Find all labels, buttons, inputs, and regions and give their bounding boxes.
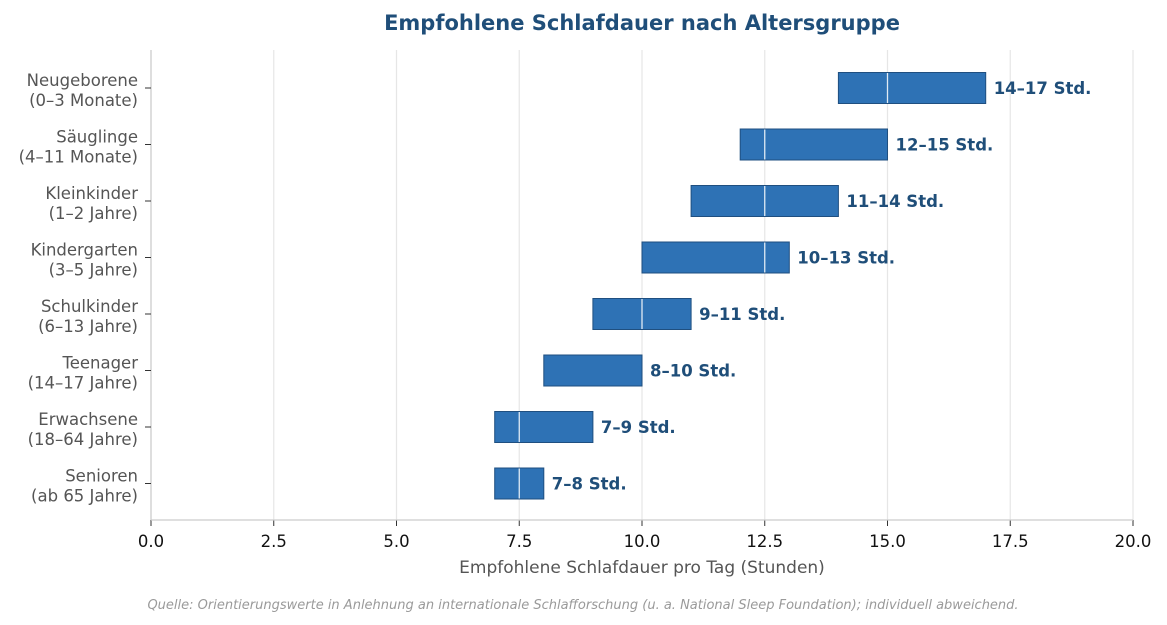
y-tick-label: Neugeborene (0–3 Monate)	[27, 71, 138, 110]
x-tick-label: 5.0	[383, 532, 409, 551]
category-name: Teenager	[61, 354, 138, 373]
data-label: 9–11 Std.	[699, 305, 785, 324]
category-age-range: (6–13 Jahre)	[38, 317, 138, 336]
data-labels: 14–17 Std. 12–15 Std. 11–14 Std. 10–13 Std.…	[552, 79, 1092, 494]
x-tick-label: 2.5	[261, 532, 287, 551]
range-bar	[543, 354, 643, 387]
grid-overlay	[518, 73, 889, 499]
x-tick-label: 7.5	[506, 532, 532, 551]
y-tick-label: Kindergarten (3–5 Jahre)	[31, 241, 138, 280]
category-age-range: (18–64 Jahre)	[28, 430, 138, 449]
x-tick-label: 0.0	[138, 532, 164, 551]
category-age-range: (3–5 Jahre)	[49, 261, 138, 280]
data-label: 14–17 Std.	[994, 79, 1092, 98]
category-name: Neugeborene	[27, 71, 138, 90]
x-tick-label: 10.0	[624, 532, 661, 551]
y-tick-label: Erwachsene (18–64 Jahre)	[28, 410, 138, 449]
range-bar	[739, 128, 889, 161]
data-label: 12–15 Std.	[896, 136, 994, 155]
data-label: 8–10 Std.	[650, 362, 736, 381]
category-name: Säuglinge	[56, 128, 138, 147]
axes: 0.0 2.5 5.0 7.5 10.0 12.5 15.0 17.5 20.0 Neugebor…	[19, 50, 1152, 551]
source-note: Quelle: Orientierungswerte in Anlehnung …	[147, 598, 1018, 613]
category-age-range: (14–17 Jahre)	[28, 374, 138, 393]
y-tick-label: Senioren (ab 65 Jahre)	[31, 467, 138, 506]
category-name: Schulkinder	[41, 297, 138, 316]
data-label: 7–9 Std.	[601, 418, 676, 437]
x-tick-label: 17.5	[992, 532, 1029, 551]
y-tick-label: Kleinkinder (1–2 Jahre)	[45, 184, 138, 223]
category-name: Erwachsene	[38, 410, 138, 429]
category-age-range: (1–2 Jahre)	[49, 204, 138, 223]
data-label: 10–13 Std.	[797, 249, 895, 268]
data-label: 7–8 Std.	[552, 475, 627, 494]
category-name: Kleinkinder	[45, 184, 138, 203]
x-tick-label: 20.0	[1115, 532, 1152, 551]
range-bar	[494, 411, 594, 443]
y-tick-label: Teenager (14–17 Jahre)	[28, 354, 139, 393]
x-tick-label: 15.0	[869, 532, 906, 551]
category-age-range: (ab 65 Jahre)	[31, 487, 138, 506]
data-label: 11–14 Std.	[846, 192, 944, 211]
y-tick-label: Säuglinge (4–11 Monate)	[19, 128, 138, 167]
chart-title: Empfohlene Schlafdauer nach Altersgruppe	[384, 11, 900, 35]
x-axis-label: Empfohlene Schlafdauer pro Tag (Stunden)	[459, 558, 825, 578]
x-tick-label: 12.5	[746, 532, 783, 551]
range-bar	[641, 241, 790, 274]
category-name: Kindergarten	[31, 241, 138, 260]
category-age-range: (0–3 Monate)	[29, 91, 138, 110]
grid-lines	[273, 50, 1134, 520]
range-bar	[837, 72, 987, 104]
category-age-range: (4–11 Monate)	[19, 148, 138, 167]
y-tick-label: Schulkinder (6–13 Jahre)	[38, 297, 138, 336]
category-name: Senioren	[65, 467, 138, 486]
